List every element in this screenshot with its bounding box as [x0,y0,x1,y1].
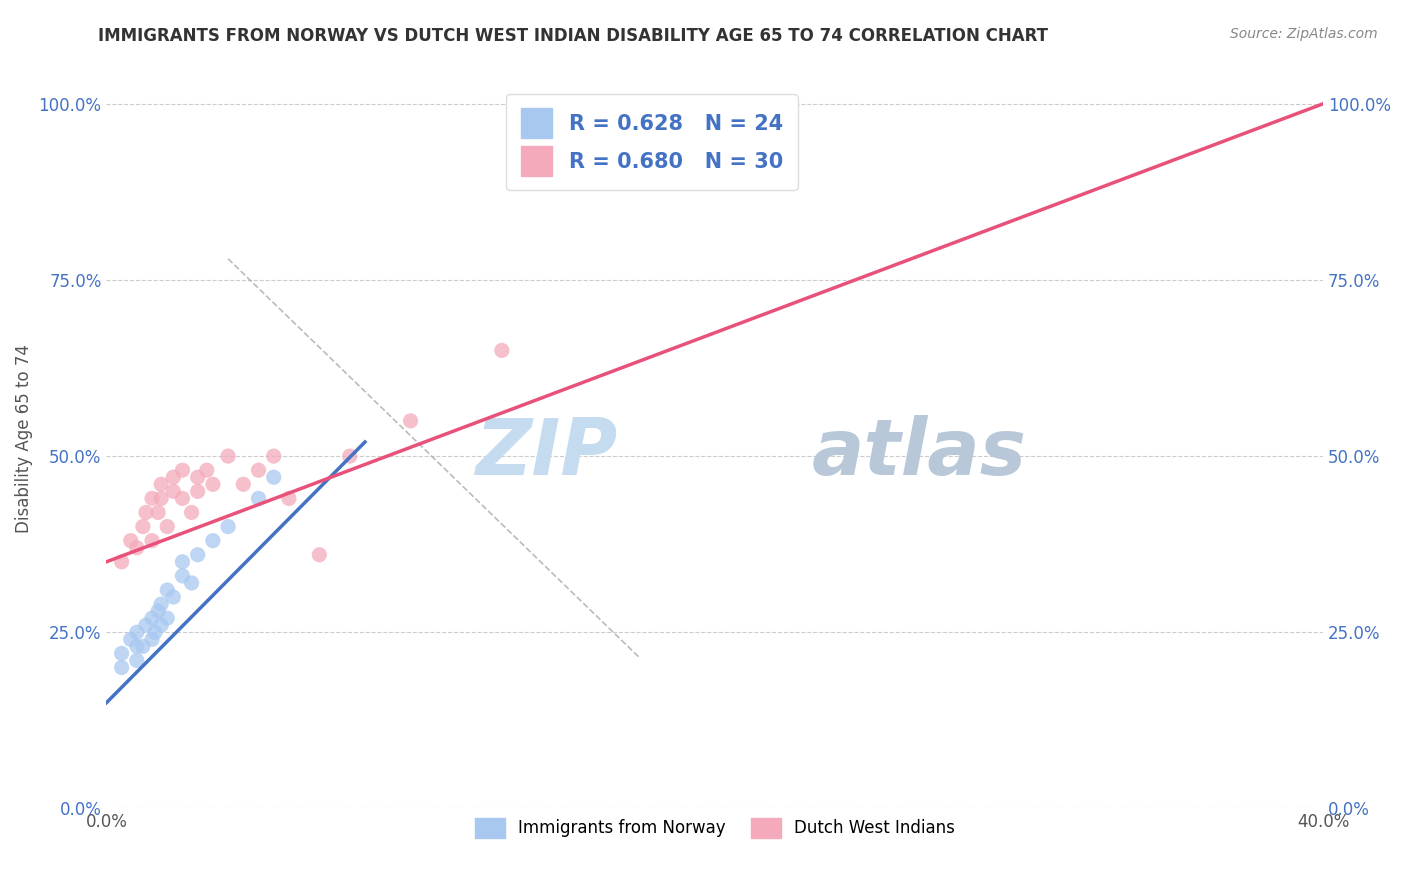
Point [150,618,173,632]
Point [111,660,134,674]
Point [150,477,173,491]
Point [125,653,148,667]
Point [247,491,270,506]
Point [156,611,179,625]
Point [135,618,157,632]
Point [125,541,148,555]
Point [156,519,179,533]
Point [150,597,173,611]
Point [141,632,163,647]
Point [111,647,134,661]
Point [172,569,194,583]
Point [141,611,163,625]
Point [156,582,179,597]
Point [339,449,361,463]
Point [143,625,166,640]
Point [135,506,157,520]
Point [146,506,169,520]
Point [132,640,155,654]
Point [217,449,239,463]
Point [172,463,194,477]
Point [125,625,148,640]
Point [308,548,330,562]
Point [187,548,209,562]
Point [247,463,270,477]
Point [150,491,173,506]
Point [217,519,239,533]
Point [263,449,285,463]
Point [277,491,299,506]
Point [187,470,209,484]
Point [120,533,142,548]
Point [187,484,209,499]
Point [180,506,202,520]
Point [125,640,148,654]
Point [162,484,184,499]
Point [162,590,184,604]
Point [146,604,169,618]
Point [201,477,224,491]
Point [399,414,422,428]
Y-axis label: Disability Age 65 to 74: Disability Age 65 to 74 [15,344,32,533]
Point [180,576,202,591]
Point [141,491,163,506]
Text: Source: ZipAtlas.com: Source: ZipAtlas.com [1230,27,1378,41]
Text: atlas: atlas [813,416,1028,491]
Point [141,533,163,548]
Point [172,555,194,569]
Point [132,519,155,533]
Point [263,470,285,484]
Legend: Immigrants from Norway, Dutch West Indians: Immigrants from Norway, Dutch West India… [468,811,962,845]
Point [491,343,513,358]
Point [162,470,184,484]
Point [232,477,254,491]
Text: IMMIGRANTS FROM NORWAY VS DUTCH WEST INDIAN DISABILITY AGE 65 TO 74 CORRELATION : IMMIGRANTS FROM NORWAY VS DUTCH WEST IND… [98,27,1049,45]
Point [673,103,696,118]
Text: ZIP: ZIP [475,416,617,491]
Point [201,533,224,548]
Point [195,463,218,477]
Point [172,491,194,506]
Point [111,555,134,569]
Point [120,632,142,647]
